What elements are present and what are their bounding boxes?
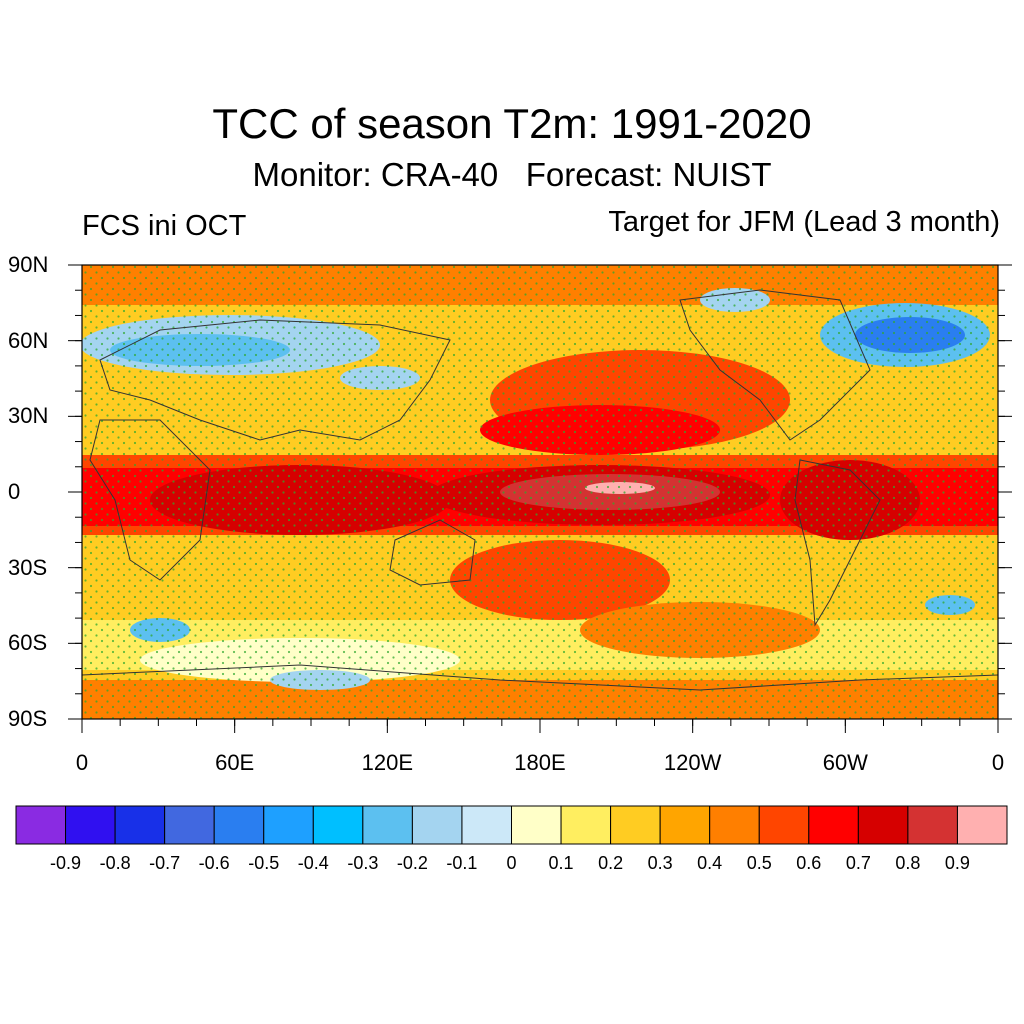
map-field bbox=[82, 265, 998, 719]
colorbar-label: 0.8 bbox=[895, 853, 921, 873]
colorbar-swatch bbox=[15, 805, 67, 845]
colorbar-label: -0.4 bbox=[297, 853, 329, 873]
colorbar-label: -0.2 bbox=[396, 853, 428, 873]
lat-tick-label: 30S bbox=[8, 554, 48, 580]
lat-tick-label: 60S bbox=[8, 630, 48, 656]
colorbar-swatch bbox=[411, 805, 463, 845]
colorbar-swatch bbox=[857, 805, 909, 845]
colorbar-label: 0.6 bbox=[796, 853, 822, 873]
colorbar-swatch bbox=[263, 805, 314, 845]
colorbar-label: 0.4 bbox=[697, 853, 723, 873]
significance-stipple bbox=[82, 265, 998, 719]
colorbar-swatch bbox=[213, 805, 265, 845]
eurasia-coast bbox=[99, 319, 451, 441]
colorbar-swatch bbox=[907, 805, 958, 845]
colorbar-swatch bbox=[114, 805, 166, 845]
coastlines bbox=[82, 289, 998, 691]
colorbar-label: 0.5 bbox=[746, 853, 772, 873]
colorbar-swatch bbox=[808, 805, 859, 845]
colorbar-swatch bbox=[511, 805, 562, 845]
colorbar-swatch bbox=[312, 805, 364, 845]
antarctica-coast bbox=[82, 664, 998, 691]
lon-tick-label: 120E bbox=[361, 750, 414, 775]
colorbar-label: 0.2 bbox=[598, 853, 624, 873]
colorbar-swatch bbox=[461, 805, 513, 845]
colorbar-label: 0.3 bbox=[647, 853, 673, 873]
africa-coast bbox=[89, 419, 211, 581]
colorbar bbox=[15, 805, 1008, 845]
lon-tick-label: 0 bbox=[991, 750, 1005, 775]
australia-coast bbox=[389, 519, 476, 586]
lon-tick-label: 60E bbox=[215, 750, 255, 775]
target-season-label: Target for JFM (Lead 3 month) bbox=[608, 206, 1000, 238]
initial-condition-label: FCS ini OCT bbox=[82, 210, 247, 242]
colorbar-swatch bbox=[362, 805, 413, 845]
colorbar-label: -0.5 bbox=[248, 853, 280, 873]
lat-tick-label: 90N bbox=[8, 252, 49, 277]
colorbar-swatch bbox=[956, 805, 1008, 845]
colorbar-swatch bbox=[709, 805, 760, 845]
axis-ticks bbox=[68, 264, 1012, 733]
colorbar-swatch bbox=[65, 805, 116, 845]
lat-tick-label: 30N bbox=[8, 403, 49, 429]
colorbar-label: 0.7 bbox=[845, 853, 871, 873]
south-america-coast bbox=[794, 459, 881, 627]
lon-tick-label: 60W bbox=[822, 750, 868, 775]
colorbar-label: -0.6 bbox=[198, 853, 230, 873]
colorbar-label: -0.1 bbox=[446, 853, 478, 873]
north-america-coast bbox=[679, 289, 871, 441]
colorbar-label: -0.8 bbox=[99, 853, 131, 873]
colorbar-label: -0.9 bbox=[50, 853, 82, 873]
lat-tick-label: 0 bbox=[8, 479, 21, 504]
colorbar-label: -0.3 bbox=[347, 853, 379, 873]
chart-subtitle: Monitor: CRA-40 Forecast: NUIST bbox=[252, 156, 772, 193]
colorbar-label: 0.1 bbox=[548, 853, 574, 873]
chart-title: TCC of season T2m: 1991-2020 bbox=[212, 100, 812, 147]
colorbar-swatch bbox=[610, 805, 661, 845]
lon-tick-label: 120W bbox=[663, 750, 722, 775]
colorbar-label: -0.7 bbox=[149, 853, 181, 873]
colorbar-label: 0 bbox=[506, 853, 517, 873]
colorbar-swatch bbox=[560, 805, 612, 845]
lon-tick-label: 180E bbox=[514, 750, 566, 775]
lon-tick-label: 0 bbox=[75, 750, 89, 775]
colorbar-swatch bbox=[659, 805, 711, 845]
lat-tick-label: 60N bbox=[8, 327, 49, 353]
colorbar-swatch bbox=[164, 805, 215, 845]
colorbar-swatch bbox=[758, 805, 810, 845]
colorbar-label: 0.9 bbox=[944, 853, 970, 873]
lat-tick-label: 90S bbox=[8, 706, 48, 731]
